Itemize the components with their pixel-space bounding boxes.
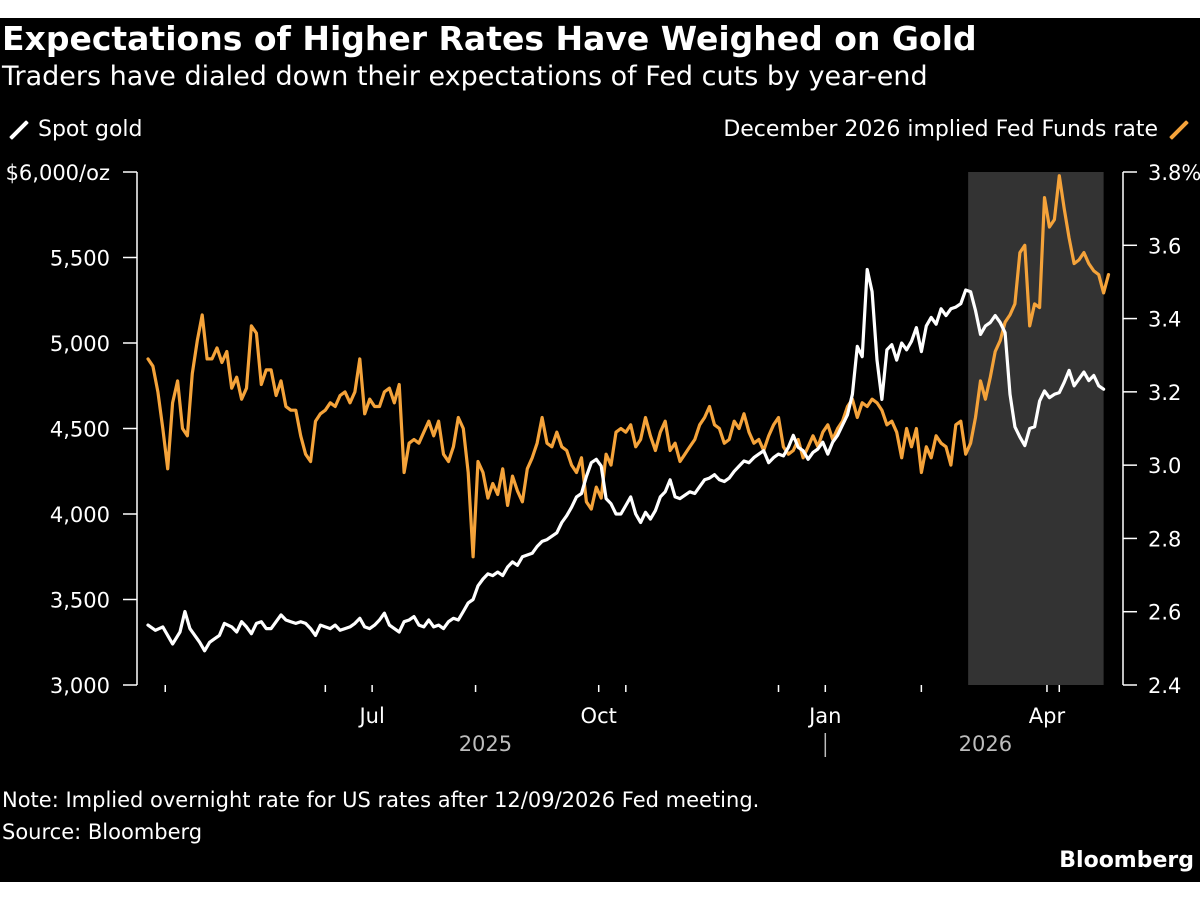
right-axis-tick-label: 3.2 <box>1148 381 1181 405</box>
right-axis-tick-label: 3.8% <box>1148 161 1200 185</box>
bloomberg-logo: Bloomberg <box>1059 848 1194 873</box>
chart-source: Source: Bloomberg <box>2 820 203 844</box>
legend-rate-label: December 2026 implied Fed Funds rate <box>723 117 1158 142</box>
chart-title: Expectations of Higher Rates Have Weighe… <box>2 19 977 58</box>
left-axis-tick-label: 4,500 <box>50 418 110 442</box>
x-axis-tick-label: Jan <box>807 704 841 728</box>
left-axis-tick-label: 4,000 <box>50 503 110 527</box>
shaded-region <box>968 172 1104 685</box>
left-axis-tick-label: 5,500 <box>50 247 110 271</box>
legend-rate: December 2026 implied Fed Funds rate <box>723 117 1188 142</box>
right-axis-tick-label: 2.6 <box>1148 601 1181 625</box>
left-axis-tick-label: 5,000 <box>50 332 110 356</box>
left-axis-tick-label: $6,000/oz <box>6 161 110 185</box>
legend-gold-label: Spot gold <box>38 117 143 142</box>
chart-subtitle: Traders have dialed down their expectati… <box>2 61 928 92</box>
x-axis-tick-label: Apr <box>1029 704 1066 728</box>
left-axis-tick-label: 3,000 <box>50 674 110 698</box>
series-line-spot-gold <box>146 267 1106 653</box>
series-line-fed-funds-rate <box>146 174 1111 559</box>
legend-gold: Spot gold <box>8 117 143 142</box>
x-axis-tick-label: Oct <box>581 704 617 728</box>
right-axis-tick-label: 3.0 <box>1148 454 1181 478</box>
left-axis-tick-label: 3,500 <box>50 589 110 613</box>
right-axis-tick-label: 3.4 <box>1148 308 1181 332</box>
chart-note: Note: Implied overnight rate for US rate… <box>2 788 760 812</box>
x-axis-year-label: 2026 <box>959 732 1012 756</box>
right-axis-tick-label: 3.6 <box>1148 234 1181 258</box>
x-axis-tick-label: Jul <box>357 704 384 728</box>
x-axis-year-label: 2025 <box>459 732 512 756</box>
right-axis-tick-label: 2.8 <box>1148 527 1181 551</box>
right-axis-tick-label: 2.4 <box>1148 674 1181 698</box>
